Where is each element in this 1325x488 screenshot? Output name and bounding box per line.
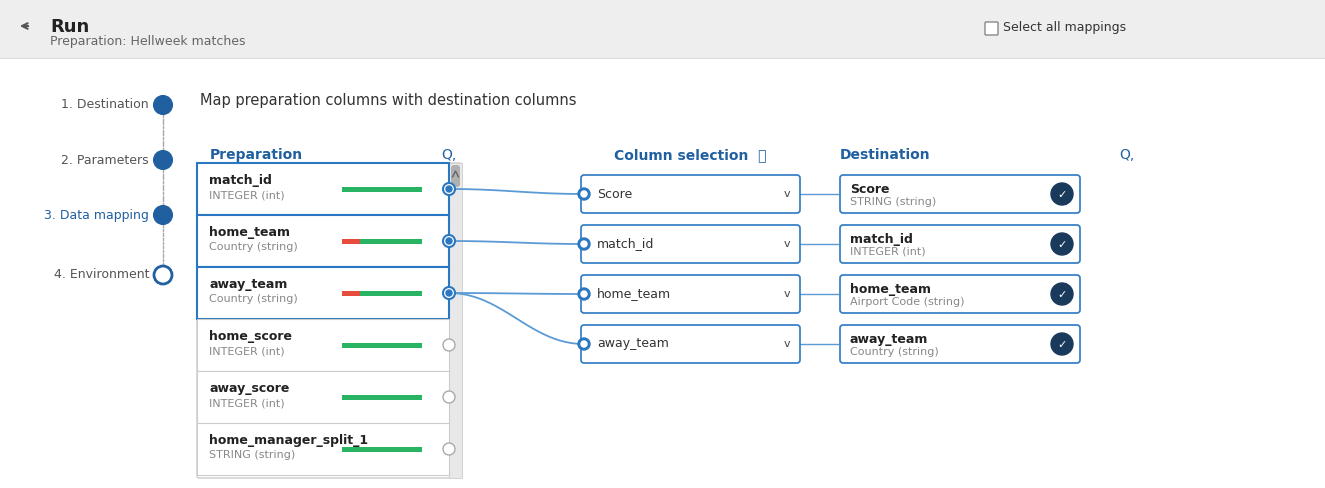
Circle shape xyxy=(578,338,590,350)
Circle shape xyxy=(580,291,587,297)
Bar xyxy=(342,239,360,244)
Circle shape xyxy=(578,238,590,250)
Text: ✓: ✓ xyxy=(1057,340,1067,350)
Text: home_score: home_score xyxy=(209,330,292,343)
Text: home_team: home_team xyxy=(209,226,290,239)
Text: STRING (string): STRING (string) xyxy=(851,197,937,207)
FancyBboxPatch shape xyxy=(840,275,1080,313)
FancyBboxPatch shape xyxy=(451,165,460,187)
Text: ✓: ✓ xyxy=(1057,240,1067,250)
Circle shape xyxy=(447,186,452,192)
Circle shape xyxy=(443,287,454,299)
Bar xyxy=(360,290,421,296)
Text: 3. Data mapping: 3. Data mapping xyxy=(44,208,148,222)
Bar xyxy=(449,163,462,478)
Text: Column selection  ⓘ: Column selection ⓘ xyxy=(615,148,767,162)
FancyBboxPatch shape xyxy=(840,175,1080,213)
Text: 1. Destination: 1. Destination xyxy=(61,99,148,111)
Text: Destination: Destination xyxy=(840,148,930,162)
Bar xyxy=(197,163,449,215)
Circle shape xyxy=(1051,333,1073,355)
Circle shape xyxy=(443,183,454,195)
Text: Country (string): Country (string) xyxy=(209,242,298,252)
Text: home_manager_split_1: home_manager_split_1 xyxy=(209,434,368,447)
Bar xyxy=(342,343,421,347)
Bar xyxy=(342,186,421,191)
Text: match_id: match_id xyxy=(851,233,913,246)
FancyBboxPatch shape xyxy=(840,325,1080,363)
Circle shape xyxy=(580,341,587,347)
Bar xyxy=(342,290,360,296)
Bar xyxy=(0,0,1325,58)
Circle shape xyxy=(1051,283,1073,305)
Text: 4. Environment: 4. Environment xyxy=(53,268,148,282)
Text: Run: Run xyxy=(50,18,89,36)
Text: away_score: away_score xyxy=(209,382,289,395)
Circle shape xyxy=(1051,233,1073,255)
Circle shape xyxy=(443,235,454,247)
Text: INTEGER (int): INTEGER (int) xyxy=(209,190,285,200)
Text: INTEGER (int): INTEGER (int) xyxy=(851,247,926,257)
FancyBboxPatch shape xyxy=(580,275,800,313)
Bar xyxy=(342,447,421,451)
Bar xyxy=(0,58,1325,488)
Bar xyxy=(197,423,449,475)
Circle shape xyxy=(578,188,590,200)
Text: Q,: Q, xyxy=(441,148,457,162)
Circle shape xyxy=(443,339,454,351)
Circle shape xyxy=(154,266,172,284)
Text: Country (string): Country (string) xyxy=(209,294,298,304)
FancyBboxPatch shape xyxy=(984,22,998,35)
Text: away_team: away_team xyxy=(851,333,929,346)
FancyBboxPatch shape xyxy=(580,325,800,363)
FancyBboxPatch shape xyxy=(580,225,800,263)
Circle shape xyxy=(1051,183,1073,205)
Text: Score: Score xyxy=(851,183,889,196)
Text: match_id: match_id xyxy=(209,174,272,187)
Text: v: v xyxy=(783,239,790,249)
Circle shape xyxy=(154,206,172,224)
Text: ✓: ✓ xyxy=(1057,190,1067,200)
Text: Q,: Q, xyxy=(1120,148,1136,162)
Text: INTEGER (int): INTEGER (int) xyxy=(209,398,285,408)
Text: Preparation: Hellweek matches: Preparation: Hellweek matches xyxy=(50,35,245,48)
Text: home_team: home_team xyxy=(598,287,672,301)
Bar xyxy=(197,267,449,319)
Text: 2. Parameters: 2. Parameters xyxy=(61,154,148,166)
Text: Map preparation columns with destination columns: Map preparation columns with destination… xyxy=(200,93,576,108)
Bar xyxy=(197,319,449,371)
Bar xyxy=(342,394,421,400)
Bar xyxy=(197,215,449,267)
FancyBboxPatch shape xyxy=(840,225,1080,263)
Circle shape xyxy=(447,238,452,244)
Bar xyxy=(197,371,449,423)
Circle shape xyxy=(447,290,452,296)
Text: v: v xyxy=(783,339,790,349)
Text: ✓: ✓ xyxy=(1057,290,1067,300)
Circle shape xyxy=(154,151,172,169)
Text: Airport Code (string): Airport Code (string) xyxy=(851,297,965,307)
Circle shape xyxy=(154,96,172,114)
Text: home_team: home_team xyxy=(851,283,931,296)
Circle shape xyxy=(580,241,587,247)
Text: INTEGER (int): INTEGER (int) xyxy=(209,346,285,356)
Circle shape xyxy=(580,191,587,197)
Circle shape xyxy=(443,391,454,403)
Text: v: v xyxy=(783,289,790,299)
Text: match_id: match_id xyxy=(598,238,655,250)
Text: v: v xyxy=(783,189,790,199)
Text: Country (string): Country (string) xyxy=(851,347,938,357)
FancyBboxPatch shape xyxy=(580,175,800,213)
Text: Select all mappings: Select all mappings xyxy=(1003,21,1126,35)
Circle shape xyxy=(443,443,454,455)
Text: Preparation: Preparation xyxy=(209,148,303,162)
Circle shape xyxy=(578,288,590,300)
Text: STRING (string): STRING (string) xyxy=(209,450,295,460)
Text: away_team: away_team xyxy=(209,278,288,291)
FancyBboxPatch shape xyxy=(197,163,462,478)
Bar xyxy=(360,239,421,244)
Text: Score: Score xyxy=(598,187,632,201)
Text: away_team: away_team xyxy=(598,338,669,350)
